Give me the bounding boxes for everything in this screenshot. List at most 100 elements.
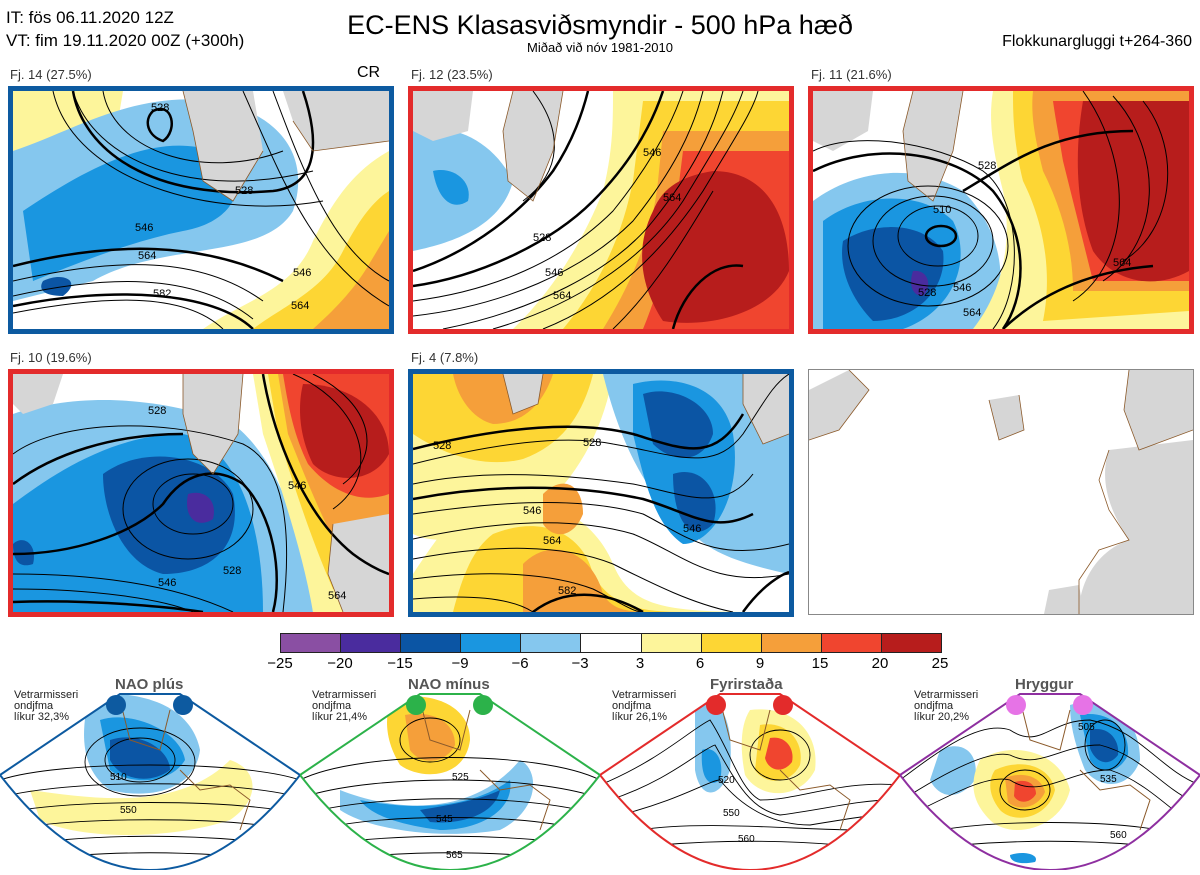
colorbar-swatch — [401, 634, 462, 652]
anomaly-map: 528 546 564 546 564 — [413, 91, 789, 329]
initial-time: IT: fös 06.11.2020 12Z — [6, 8, 174, 27]
regime-map-nao-plus: 510 550 — [0, 690, 302, 872]
regime-desc-fyrirstada: Vetrarmisseri ondjfma líkur 26,1% — [612, 689, 677, 723]
contour-label: 564 — [291, 300, 309, 312]
colorbar-tick: −20 — [327, 655, 353, 672]
contour-label: 546 — [135, 222, 153, 234]
header-info: IT: fös 06.11.2020 12Z VT: fim 19.11.202… — [6, 6, 244, 52]
contour-label: 528 — [223, 565, 241, 577]
contour-label: 510 — [933, 204, 951, 216]
contour-label: 582 — [153, 288, 171, 300]
valid-time: VT: fim 19.11.2020 00Z (+300h) — [6, 31, 245, 50]
contour-label: 560 — [738, 834, 755, 845]
anomaly-map: 528 546 564 582 564 546 528 — [13, 91, 389, 329]
colorbar-tick: −6 — [511, 655, 529, 672]
panel-extra-cr: CR — [357, 64, 381, 81]
regime-title-hryggur: Hryggur — [1015, 676, 1074, 693]
contour-label: 546 — [953, 282, 971, 294]
contour-label: 546 — [158, 577, 176, 589]
contour-label: 525 — [452, 772, 469, 783]
contour-label: 510 — [110, 772, 127, 783]
contour-label: 565 — [446, 850, 463, 861]
base-map-panel — [808, 369, 1194, 615]
contour-label: 564 — [543, 535, 561, 547]
regime-dot — [706, 695, 726, 715]
regime-fan-map: 520 550 560 — [598, 693, 902, 872]
contour-label: 528 — [433, 440, 451, 452]
contour-label: 528 — [978, 160, 996, 172]
contour-label: 546 — [293, 267, 311, 279]
contour-label: 560 — [1110, 830, 1127, 841]
regime-map-nao-minus: 525 545 565 — [298, 690, 602, 872]
regime-dot — [773, 695, 793, 715]
regime-fan-map: 525 545 565 — [298, 693, 602, 872]
regime-dot — [473, 695, 493, 715]
contour-label: 564 — [663, 192, 681, 204]
regime-desc-nao-plus: Vetrarmisseri ondjfma líkur 32,3% — [14, 689, 79, 723]
contour-label: 528 — [583, 437, 601, 449]
contour-label: 546 — [288, 480, 306, 492]
colorbar-swatch — [761, 634, 822, 652]
contour-label: 535 — [1100, 774, 1117, 785]
colorbar-tick: 15 — [811, 655, 829, 672]
anomaly-map: 510 528 546 564 528 564 — [813, 91, 1189, 329]
colorbar-tick: −9 — [451, 655, 469, 672]
regime-dot — [106, 695, 126, 715]
regime-dot — [1006, 695, 1026, 715]
anomaly-map: 528 546 528 564 546 — [13, 374, 389, 612]
regime-map-fyrirstada: 520 550 560 — [598, 690, 902, 872]
contour-label: 550 — [120, 805, 137, 816]
colorbar-swatch — [281, 634, 342, 652]
contour-label: 564 — [553, 290, 571, 302]
colorbar-swatch — [641, 634, 702, 652]
colorbar-swatch — [581, 634, 642, 652]
page-title: EC-ENS Klasasviðsmyndir - 500 hPa hæð — [347, 10, 853, 40]
contour-label: 528 — [235, 185, 253, 197]
colorbar-tick: −25 — [267, 655, 293, 672]
colorbar — [280, 633, 942, 653]
contour-label: 528 — [533, 232, 551, 244]
map-panel-fj12: 528 546 564 546 564 — [408, 86, 794, 334]
map-panel-fj14: 528 546 564 582 564 546 528 — [8, 86, 394, 334]
colorbar-tick: −15 — [387, 655, 413, 672]
contour-label: 564 — [963, 307, 981, 319]
regime-dot — [173, 695, 193, 715]
colorbar-tick: 6 — [695, 655, 705, 672]
regime-dot — [406, 695, 426, 715]
colorbar-tick: 25 — [931, 655, 949, 672]
regime-fan-map: 505 535 560 — [898, 693, 1200, 872]
colorbar-swatch — [341, 634, 402, 652]
anomaly-map: 528 546 564 582 528 546 — [413, 374, 789, 612]
contour-label: 528 — [148, 405, 166, 417]
contour-label: 520 — [718, 775, 735, 786]
regime-title-nao-plus: NAO plús — [115, 676, 184, 693]
panel-label-fj14: Fj. 14 (27.5%) — [10, 67, 92, 82]
regime-title-fyrirstada: Fyrirstaða — [710, 676, 783, 693]
contour-label: 564 — [328, 590, 346, 602]
contour-label: 550 — [723, 808, 740, 819]
contour-label: 505 — [1078, 722, 1095, 733]
page-subtitle: Miðað við nóv 1981-2010 — [527, 40, 673, 55]
contour-label: 564 — [1113, 257, 1131, 269]
contour-label: 546 — [545, 267, 563, 279]
contour-label: 546 — [523, 505, 541, 517]
regime-dot — [1073, 695, 1093, 715]
contour-label: 528 — [151, 102, 169, 114]
regime-map-hryggur: 505 535 560 — [898, 690, 1200, 872]
contour-label: 546 — [643, 147, 661, 159]
panel-label-fj4: Fj. 4 (7.8%) — [411, 350, 479, 365]
colorbar-swatch — [521, 634, 582, 652]
colorbar-swatch — [821, 634, 882, 652]
colorbar-swatch — [461, 634, 522, 652]
contour-label: 528 — [918, 287, 936, 299]
map-panel-fj11: 510 528 546 564 528 564 — [808, 86, 1194, 334]
contour-label: 564 — [138, 250, 156, 262]
colorbar-tick: −3 — [571, 655, 589, 672]
contour-label: 582 — [558, 585, 576, 597]
colorbar-tick: 3 — [635, 655, 645, 672]
panel-label-fj11: Fj. 11 (21.6%) — [811, 67, 892, 82]
panel-label-fj10: Fj. 10 (19.6%) — [10, 350, 92, 365]
contour-label: 546 — [683, 523, 701, 535]
map-panel-fj4: 528 546 564 582 528 546 — [408, 369, 794, 617]
regime-desc-hryggur: Vetrarmisseri ondjfma líkur 20,2% — [914, 689, 979, 723]
